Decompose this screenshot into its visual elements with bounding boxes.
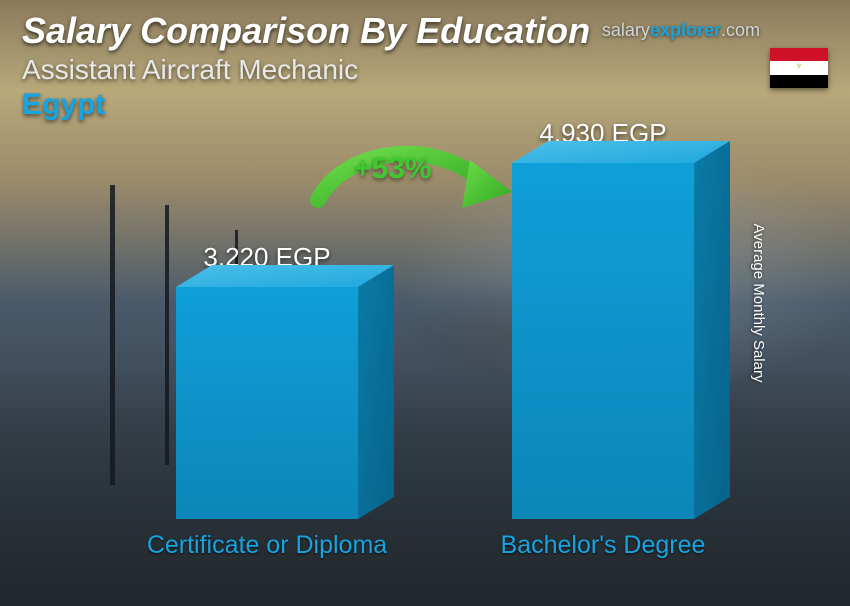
- bar-front-face: [512, 163, 694, 519]
- bar-side-face: [694, 163, 730, 524]
- bar-front-face: [176, 287, 358, 519]
- increase-arrow-icon: [300, 130, 520, 250]
- bar-side-face: [358, 287, 394, 524]
- percent-increase-label: +53%: [354, 152, 432, 186]
- bar-chart: 3,220 EGPCertificate or Diploma4,930 EGP…: [0, 0, 850, 606]
- bar-category-label: Certificate or Diploma: [147, 531, 387, 560]
- bar: [176, 287, 358, 519]
- bar-group: 3,220 EGPCertificate or Diploma: [138, 242, 396, 560]
- bar: [512, 163, 694, 519]
- bar-category-label: Bachelor's Degree: [501, 531, 706, 560]
